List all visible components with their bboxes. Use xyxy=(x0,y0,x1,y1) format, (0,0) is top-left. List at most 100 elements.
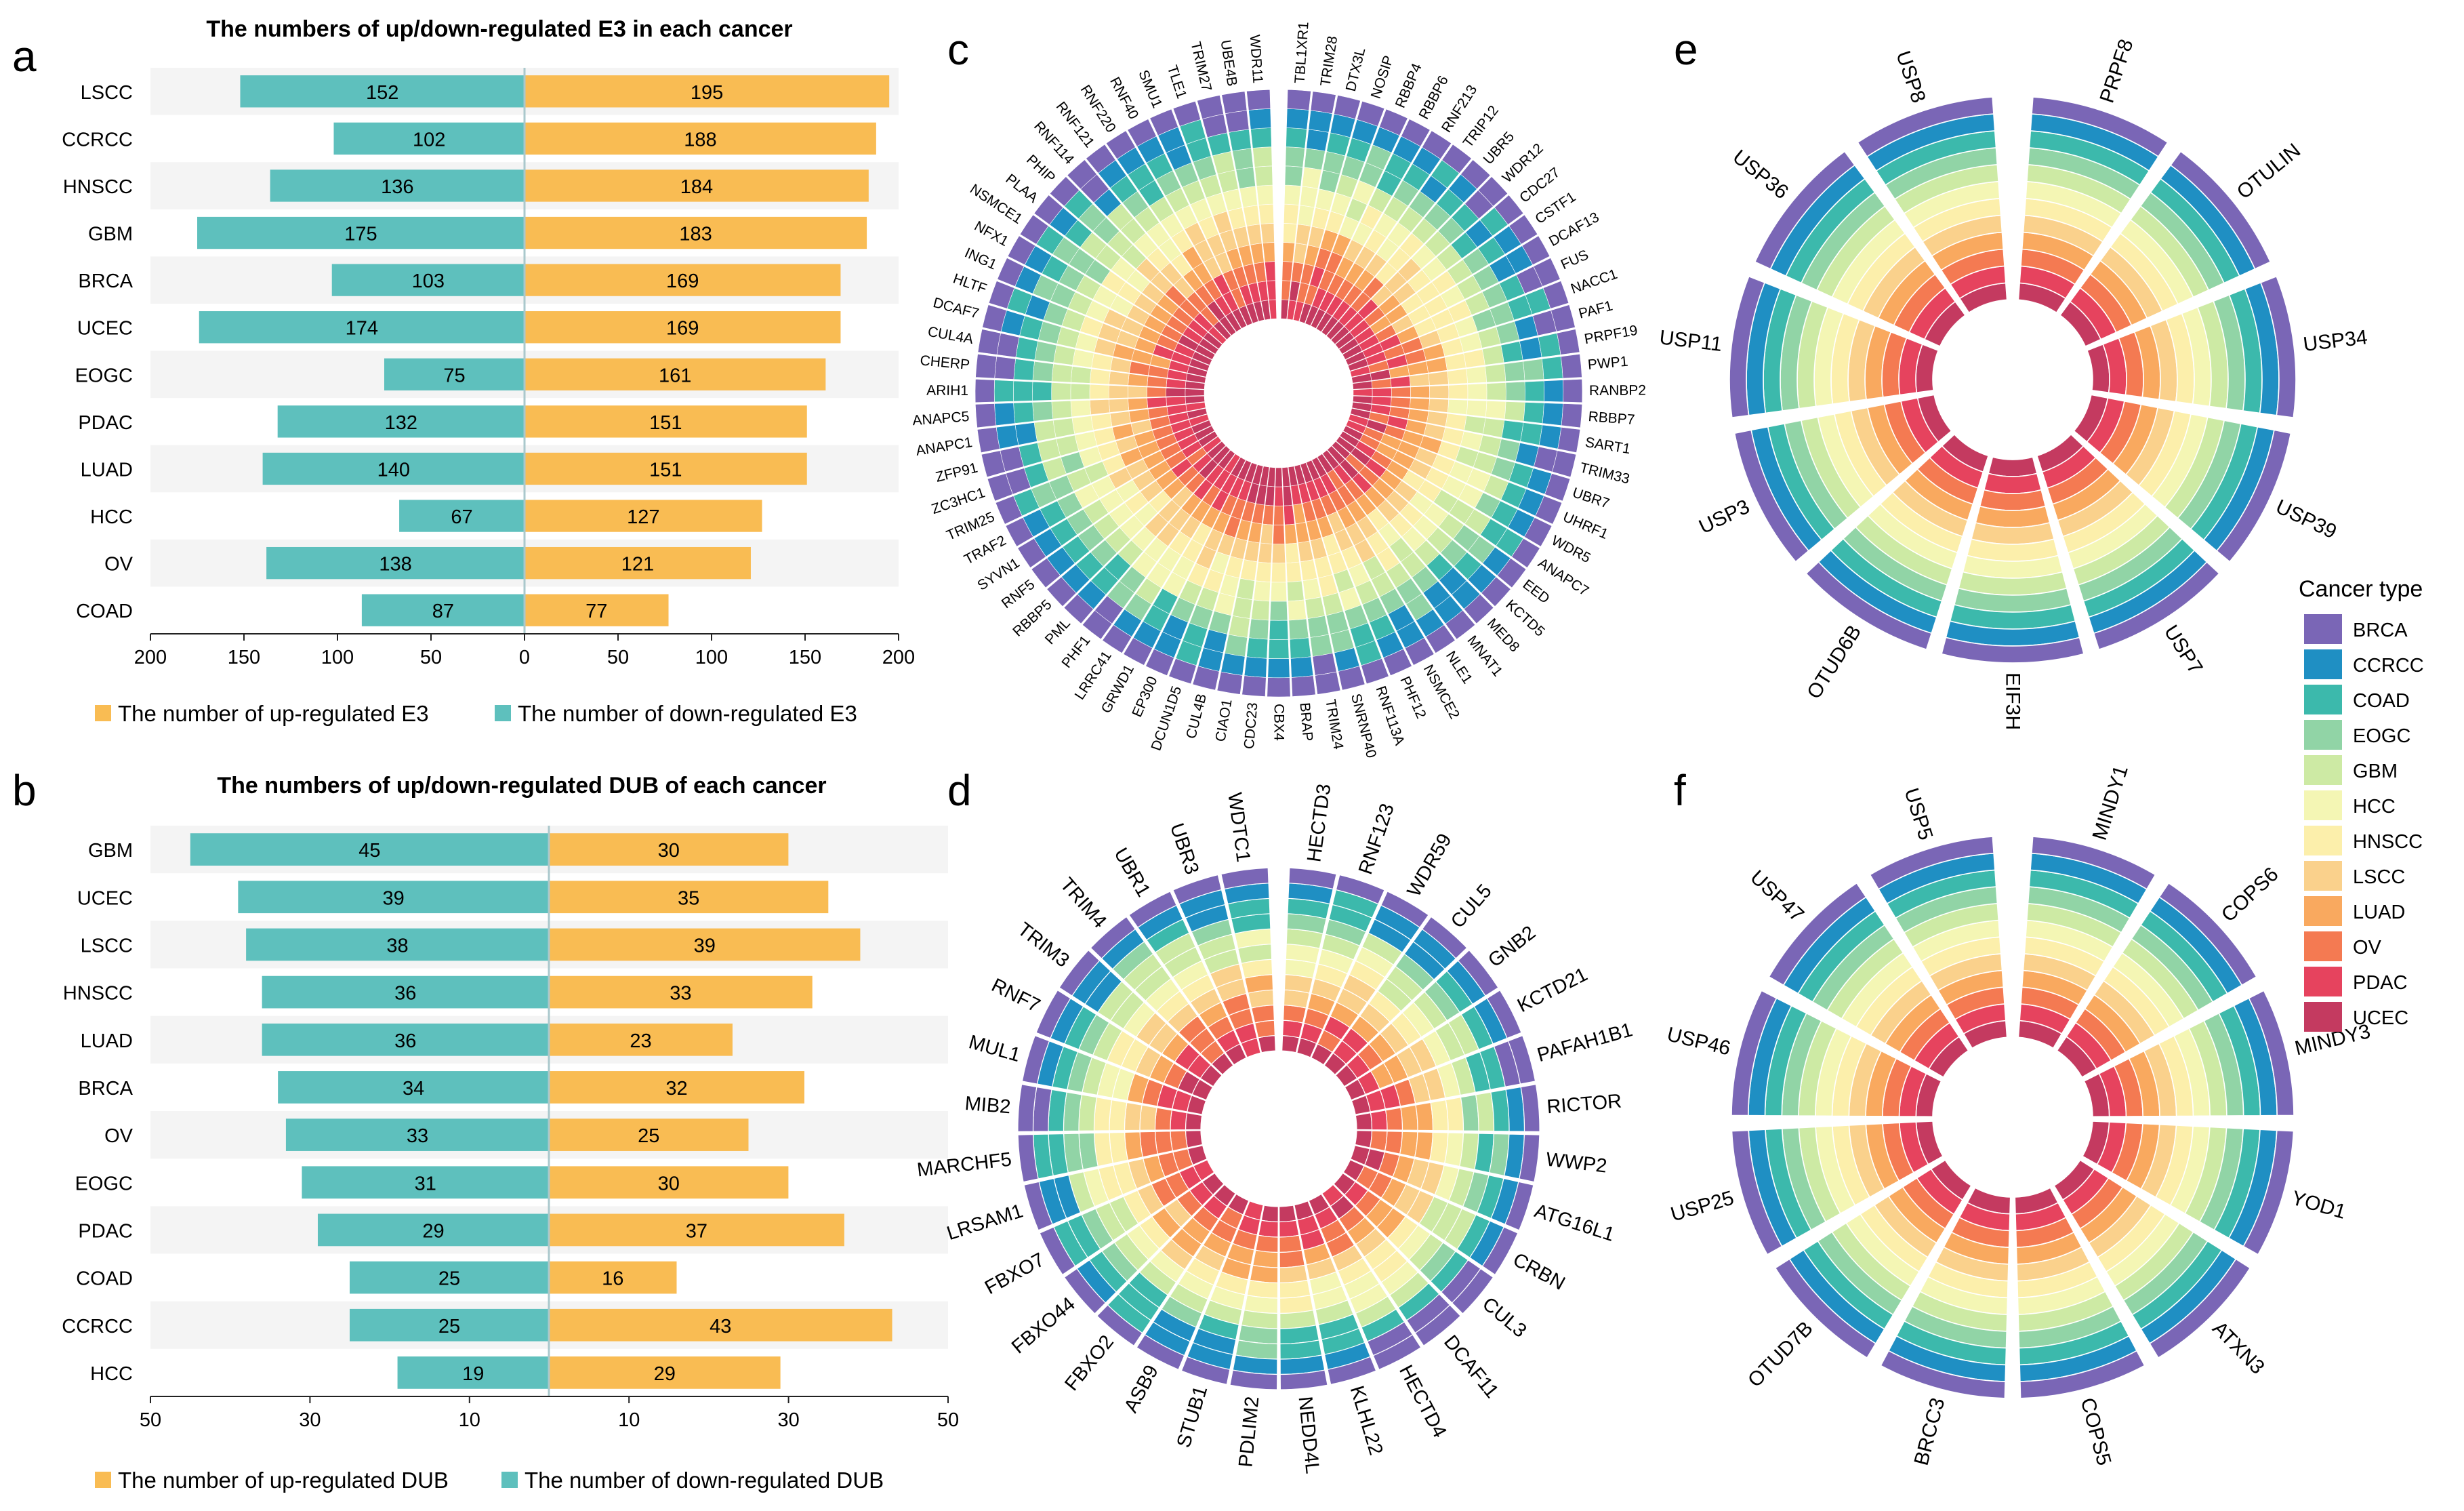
heat-cell xyxy=(1447,399,1469,416)
heat-cell xyxy=(1361,658,1389,685)
heat-cell xyxy=(1052,418,1075,438)
bar-up-label: 77 xyxy=(586,601,607,622)
heat-cell xyxy=(1307,615,1330,638)
heat-cell xyxy=(1154,1131,1174,1154)
heat-cell xyxy=(1486,382,1506,401)
bar-up xyxy=(549,1119,749,1151)
heat-cell xyxy=(1221,91,1248,115)
gene-label: TRIM3 xyxy=(1013,919,1073,972)
heat-cell xyxy=(2215,429,2292,563)
bar-down-label: 152 xyxy=(366,82,398,104)
heat-cell xyxy=(1262,504,1274,525)
heat-cell xyxy=(1524,380,1544,402)
gene-label: STUB1 xyxy=(1173,1384,1212,1451)
gene-label: USP7 xyxy=(2160,621,2207,678)
gene-label: FBXO44 xyxy=(1008,1293,1080,1358)
category-label: LSCC xyxy=(81,82,133,104)
heat-cell xyxy=(1270,582,1288,602)
category-label: BRCA xyxy=(78,1078,133,1100)
heat-cell xyxy=(1089,399,1111,416)
heat-cell xyxy=(1306,129,1330,152)
bar-up-label: 161 xyxy=(659,365,691,386)
legend-label-down: The number of down-regulated E3 xyxy=(518,701,857,726)
x-tick-label: 200 xyxy=(134,647,167,668)
gene-label: ASB9 xyxy=(1120,1362,1163,1417)
heat-cell xyxy=(1520,422,1543,445)
gene-label: CIAO1 xyxy=(1213,698,1235,743)
heat-cell xyxy=(1089,384,1109,399)
heat-cell xyxy=(1523,359,1544,381)
heat-cell xyxy=(1302,578,1321,601)
heat-cell xyxy=(1267,280,1277,300)
heat-cell xyxy=(1504,401,1525,422)
heat-cell xyxy=(1308,110,1333,133)
x-tick-label: 10 xyxy=(459,1409,480,1431)
bar-up xyxy=(549,881,829,914)
legend-swatch xyxy=(2304,826,2342,855)
heat-cell xyxy=(1430,1099,1449,1131)
gene-label: USP39 xyxy=(2272,496,2340,544)
gene-label: COPS5 xyxy=(2076,1396,2116,1468)
bar-down-label: 138 xyxy=(379,554,411,576)
gene-label: SNRNP40 xyxy=(1348,692,1379,760)
gene-label: ARIH1 xyxy=(926,383,968,399)
heat-cell xyxy=(1519,337,1542,361)
heat-cell xyxy=(1286,127,1307,148)
bar-up-label: 30 xyxy=(658,1173,680,1194)
category-label: CCRCC xyxy=(62,1316,133,1337)
heat-cell xyxy=(1102,624,1132,653)
heat-cell xyxy=(1279,1205,1297,1223)
heat-cell xyxy=(1983,472,2042,494)
heat-cell xyxy=(987,473,1013,502)
bar-up xyxy=(549,1166,789,1199)
heat-cell xyxy=(1288,618,1309,640)
category-label: HNSCC xyxy=(63,983,133,1005)
gene-label: TRIM25 xyxy=(944,509,997,544)
heat-cell xyxy=(1005,517,1034,547)
gene-label: MUL1 xyxy=(966,1031,1023,1066)
heat-cell xyxy=(1228,129,1252,152)
gene-label: PDLIM2 xyxy=(1235,1396,1263,1468)
legend-swatch xyxy=(2304,1002,2342,1032)
heat-cell xyxy=(1225,634,1248,657)
heat-cell xyxy=(974,378,995,403)
bar-down xyxy=(270,169,525,202)
heat-cell xyxy=(1197,95,1224,119)
panel-label-f: f xyxy=(1674,766,1686,815)
bar-down xyxy=(317,1213,549,1247)
gene-label: MIB2 xyxy=(964,1093,1012,1118)
heat-cell xyxy=(1046,576,1077,607)
heat-cell xyxy=(1032,401,1054,422)
gene-label: UBR1 xyxy=(1109,844,1154,900)
gene-label: USP34 xyxy=(2302,326,2368,356)
x-tick-label: 150 xyxy=(789,647,821,668)
heat-cell xyxy=(1128,386,1148,399)
heat-cell xyxy=(1172,874,1223,905)
heat-cell xyxy=(1023,1181,1053,1231)
heat-cell xyxy=(1520,1083,1540,1133)
gene-label: GNB2 xyxy=(1484,922,1540,972)
heat-cell xyxy=(977,426,1000,454)
gene-label: OTUD6B xyxy=(1803,621,1866,702)
heat-cell xyxy=(1252,1249,1279,1268)
heat-cell xyxy=(1390,397,1411,409)
gene-label: PLAA xyxy=(1003,171,1041,205)
heat-cell xyxy=(1504,1181,1534,1231)
bar-up xyxy=(549,1023,733,1056)
bar-down-label: 140 xyxy=(377,459,410,481)
heat-cell xyxy=(1372,1334,1422,1371)
heat-cell xyxy=(1287,580,1305,602)
bar-up-label: 169 xyxy=(666,318,699,340)
heat-cell xyxy=(1279,1220,1300,1238)
legend-swatch-up xyxy=(95,705,111,721)
category-label: BRCA xyxy=(78,270,133,292)
heat-cell xyxy=(974,403,997,428)
heat-cell xyxy=(1335,874,1385,905)
gene-label: BRCC3 xyxy=(1910,1396,1950,1468)
bar-down-label: 132 xyxy=(385,412,417,434)
legend-item-label: UCEC xyxy=(2353,1007,2408,1029)
heat-cell xyxy=(1284,165,1303,186)
heat-cell xyxy=(2259,275,2297,418)
heat-cell xyxy=(1049,176,1080,207)
heat-cell xyxy=(1013,402,1035,424)
